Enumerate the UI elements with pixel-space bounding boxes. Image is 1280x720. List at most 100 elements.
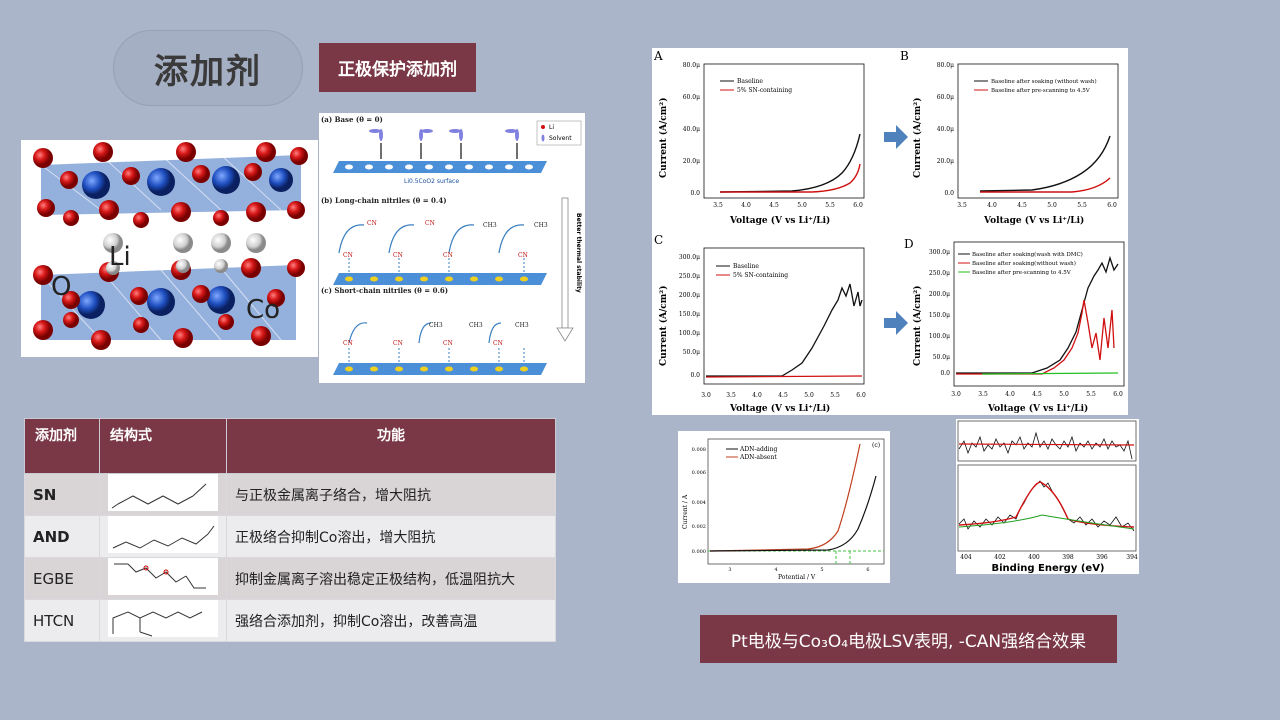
- adn-xlabel: Potential / V: [778, 574, 816, 581]
- adn-lsv-chart: (c) Current / A Potential / V 0.008 0.00…: [678, 431, 890, 583]
- table-row: SN 与正极金属离子络合，增大阻抗: [24, 473, 556, 516]
- ytick: 150.0μ: [679, 311, 700, 318]
- mechanism-label-b: (b) Long-chain nitriles (θ = 0.4): [321, 196, 447, 205]
- htcn-structure-image: [108, 600, 218, 637]
- xtick: 394: [1126, 554, 1138, 561]
- cn-label: CN: [518, 252, 528, 259]
- legend-c0: Baseline: [733, 263, 759, 270]
- xtick: 5.5: [830, 392, 840, 399]
- arrow-right-icon: [884, 125, 908, 149]
- xtick: 4.0: [741, 202, 751, 209]
- legend-solvent: Solvent: [549, 135, 572, 142]
- xtick: 4.5: [1032, 391, 1042, 398]
- legend-c1: 5% SN-containing: [733, 272, 788, 279]
- ytick: 50.0μ: [683, 349, 700, 356]
- ch3-label: CH3: [483, 222, 497, 229]
- ytick: 0.008: [692, 447, 706, 453]
- legend-baseline: Baseline: [737, 78, 763, 85]
- mechanism-label-c: (c) Short-chain nitriles (θ = 0.6): [321, 286, 448, 295]
- adsorption-mechanism-diagram: (a) Base (θ = 0) (b) Long-chain nitriles…: [319, 113, 585, 383]
- xtick: 5.5: [825, 202, 835, 209]
- panel-letter-a: A: [653, 49, 663, 63]
- xtick: 6.0: [856, 392, 866, 399]
- panel-letter-d: D: [904, 237, 914, 251]
- crystal-structure-image: Li O Co: [21, 140, 318, 357]
- xtick: 404: [960, 554, 972, 561]
- ylabel-c: Current (A/cm²): [658, 286, 669, 366]
- ytick: 0.0: [690, 372, 700, 379]
- xtick: 3.0: [701, 392, 711, 399]
- xtick: 3.5: [978, 391, 988, 398]
- ytick: 20.0μ: [937, 158, 954, 165]
- legend-li: Li: [549, 124, 554, 131]
- ytick: 40.0μ: [683, 126, 700, 133]
- xtick: 6.0: [1107, 202, 1117, 209]
- xtick: 6.0: [1113, 391, 1123, 398]
- page-title: 添加剂: [113, 30, 303, 106]
- table-row: HTCN 强络合添加剂，抑制Co溶出，改善高温: [24, 599, 556, 642]
- xtick: 3.5: [957, 202, 967, 209]
- ytick: 60.0μ: [683, 94, 700, 101]
- additive-table: 添加剂 结构式 功能 SN 与正极金属离子络合，增大阻抗 AND 正极络合抑制C…: [24, 418, 556, 642]
- header-function: 功能: [226, 418, 556, 474]
- ytick: 0.004: [692, 500, 706, 506]
- xps-xlabel: Binding Energy (eV): [992, 563, 1105, 574]
- xlabel-b: Voltage (V vs Li⁺/Li): [983, 215, 1084, 226]
- legend-d0: Baseline after soaking(wash with DMC): [972, 251, 1083, 258]
- ytick: 0.0: [940, 370, 950, 377]
- xtick: 5: [820, 567, 823, 573]
- xtick: 4.5: [1017, 202, 1027, 209]
- legend-sn: 5% SN-containing: [737, 87, 792, 94]
- ytick: 200.0μ: [679, 292, 700, 299]
- header-structure: 结构式: [99, 418, 227, 474]
- panel-letter-b: B: [900, 49, 909, 63]
- xtick: 3.0: [951, 391, 961, 398]
- co-label: Co: [246, 295, 280, 325]
- ytick: 250.0μ: [679, 273, 700, 280]
- adn-ylabel: Current / A: [682, 494, 689, 529]
- xtick: 5.0: [797, 202, 807, 209]
- legend-adn-adding: ADN-adding: [739, 446, 777, 453]
- ch3-label: CH3: [534, 222, 548, 229]
- xtick: 5.5: [1086, 391, 1096, 398]
- cn-label: CN: [443, 340, 453, 347]
- ylabel-d: Current (A/cm²): [912, 286, 923, 366]
- ytick: 80.0μ: [937, 62, 954, 69]
- table-row: AND 正极络合抑制Co溶出，增大阻抗: [24, 515, 556, 558]
- cn-label: CN: [343, 252, 353, 259]
- xlabel-c: Voltage (V vs Li⁺/Li): [729, 403, 830, 414]
- structure-cell: [99, 473, 227, 516]
- additive-name: AND: [24, 515, 100, 558]
- legend-d2: Baseline after pre-scanning to 4.5V: [972, 270, 1072, 276]
- ytick: 100.0μ: [929, 333, 950, 340]
- li-label: Li: [109, 242, 131, 272]
- cn-label: CN: [343, 340, 353, 347]
- function-cell: 与正极金属离子络合，增大阻抗: [226, 473, 556, 516]
- function-cell: 强络合添加剂，抑制Co溶出，改善高温: [226, 599, 556, 642]
- legend-b0: Baseline after soaking (without wash): [991, 78, 1097, 85]
- surface-label: Li0.5CoO2 surface: [404, 178, 459, 185]
- xtick: 398: [1062, 554, 1074, 561]
- sn-structure-image: [108, 474, 218, 511]
- legend-d1: Baseline after soaking(without wash): [972, 260, 1076, 267]
- ch3-label: CH3: [515, 322, 529, 329]
- arrow-right-icon: [884, 311, 908, 335]
- ytick: 50.0μ: [933, 354, 950, 361]
- xtick: 4.0: [987, 202, 997, 209]
- xtick: 6: [866, 567, 869, 573]
- section-title: 正极保护添加剂: [319, 43, 476, 92]
- ytick: 200.0μ: [929, 291, 950, 298]
- ytick: 0.006: [692, 470, 706, 476]
- ytick: 80.0μ: [683, 62, 700, 69]
- egbe-structure-image: [108, 558, 218, 595]
- xps-spectra: 404 402 400 398 396 394 Binding Energy (…: [956, 419, 1139, 574]
- xtick: 4.5: [769, 202, 779, 209]
- cn-label: CN: [393, 340, 403, 347]
- adn-structure-image: [108, 516, 218, 553]
- panel-letter-c: C: [654, 233, 663, 247]
- function-cell: 正极络合抑制Co溶出，增大阻抗: [226, 515, 556, 558]
- additive-name: HTCN: [24, 599, 100, 642]
- table-header-row: 添加剂 结构式 功能: [24, 418, 556, 474]
- ytick: 250.0μ: [929, 270, 950, 277]
- ytick: 0.0: [944, 190, 954, 197]
